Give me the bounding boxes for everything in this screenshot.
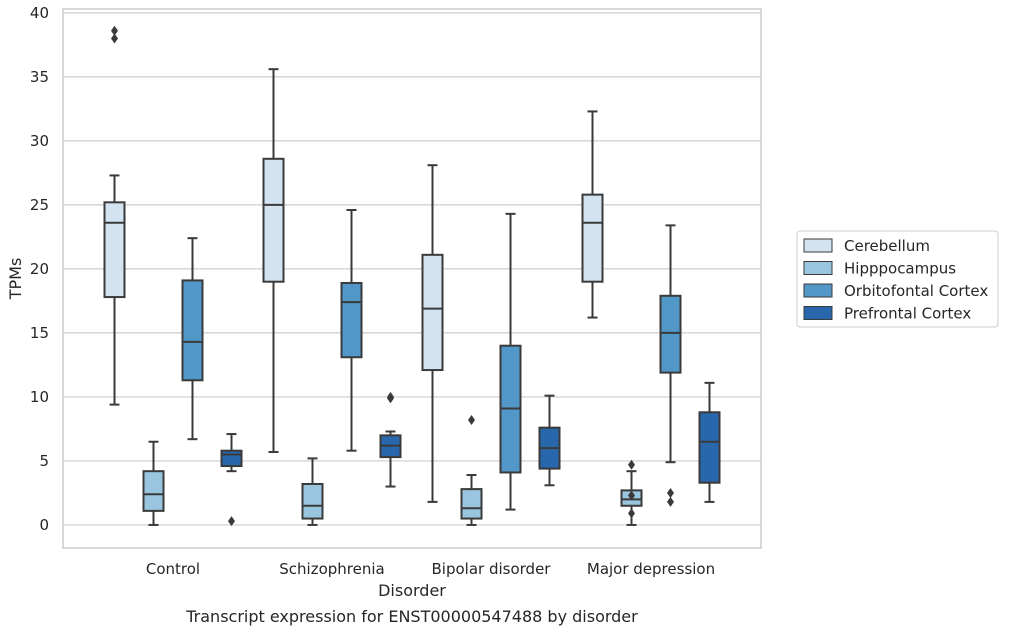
box-1-1 [301, 457, 324, 526]
box-3-3 [698, 381, 721, 503]
box-body [460, 488, 483, 520]
box-2-0 [181, 237, 204, 441]
box-0-3 [581, 110, 604, 319]
box-body [220, 449, 243, 468]
box-2-1 [340, 209, 363, 452]
outlier-point [667, 496, 674, 507]
x-tick-label: Major depression [587, 560, 715, 578]
y-tick-label: 30 [30, 132, 49, 150]
legend-label: Hipppocampus [844, 260, 956, 278]
box-body [340, 281, 363, 359]
outlier-point [111, 33, 118, 44]
box-body [698, 411, 721, 484]
outlier-point [111, 25, 118, 36]
outlier-point [228, 516, 235, 527]
legend-swatch [803, 238, 833, 253]
grid-lines [63, 12, 761, 526]
box-body [301, 482, 324, 520]
box-0-2 [421, 164, 444, 503]
box-0-1 [262, 68, 285, 453]
chart-caption: Transcript expression for ENST0000054748… [185, 607, 638, 626]
y-axis-title: TPMs [6, 258, 25, 301]
box-body [262, 157, 285, 283]
outlier-point [667, 487, 674, 498]
legend-swatch [803, 261, 833, 275]
outlier-point [628, 490, 635, 501]
y-tick-label: 20 [30, 260, 49, 278]
y-tick-label: 0 [39, 516, 49, 534]
y-tick-label: 5 [39, 452, 49, 470]
box-plots [103, 25, 721, 527]
x-tick-label: Control [146, 560, 200, 578]
outlier-point [468, 414, 475, 425]
x-axis-title: Disorder [378, 581, 446, 600]
plot-frame [62, 8, 762, 549]
box-body [181, 279, 204, 382]
outlier-point [387, 391, 394, 402]
legend-label: Orbitofontal Cortex [844, 282, 988, 300]
outlier-point [628, 459, 635, 470]
y-tick-label: 40 [30, 4, 49, 22]
box-2-2 [499, 212, 522, 511]
y-tick-labels: 0 5 10 15 20 25 30 35 40 [30, 4, 49, 534]
legend-swatch [803, 283, 833, 298]
box-body [659, 294, 682, 374]
x-tick-label: Schizophrenia [279, 560, 384, 578]
legend-label: Prefrontal Cortex [844, 305, 971, 323]
box-body [581, 193, 604, 283]
y-tick-label: 35 [30, 68, 49, 86]
y-tick-label: 10 [30, 388, 49, 406]
box-3-1 [379, 391, 402, 488]
box-1-3 [620, 459, 643, 526]
box-body [421, 253, 444, 372]
box-body [103, 201, 126, 299]
legend-swatch [803, 306, 833, 320]
box-1-2 [460, 414, 483, 526]
box-0-0 [103, 25, 126, 406]
legend-frame [796, 230, 999, 328]
box-body [142, 470, 165, 512]
y-tick-label: 25 [30, 196, 49, 214]
box-3-2 [538, 394, 561, 487]
x-tick-label: Bipolar disorder [432, 560, 552, 578]
x-tick-labels: Control Schizophrenia Bipolar disorder Majo… [146, 560, 715, 578]
legend: Cerebellum Hipppocampus Orbitofontal Corte… [796, 230, 999, 328]
y-tick-label: 15 [30, 324, 49, 342]
box-2-3 [659, 224, 682, 507]
box-1-0 [142, 440, 165, 526]
outlier-point [628, 508, 635, 519]
legend-label: Cerebellum [844, 237, 930, 255]
box-3-0 [220, 433, 243, 527]
